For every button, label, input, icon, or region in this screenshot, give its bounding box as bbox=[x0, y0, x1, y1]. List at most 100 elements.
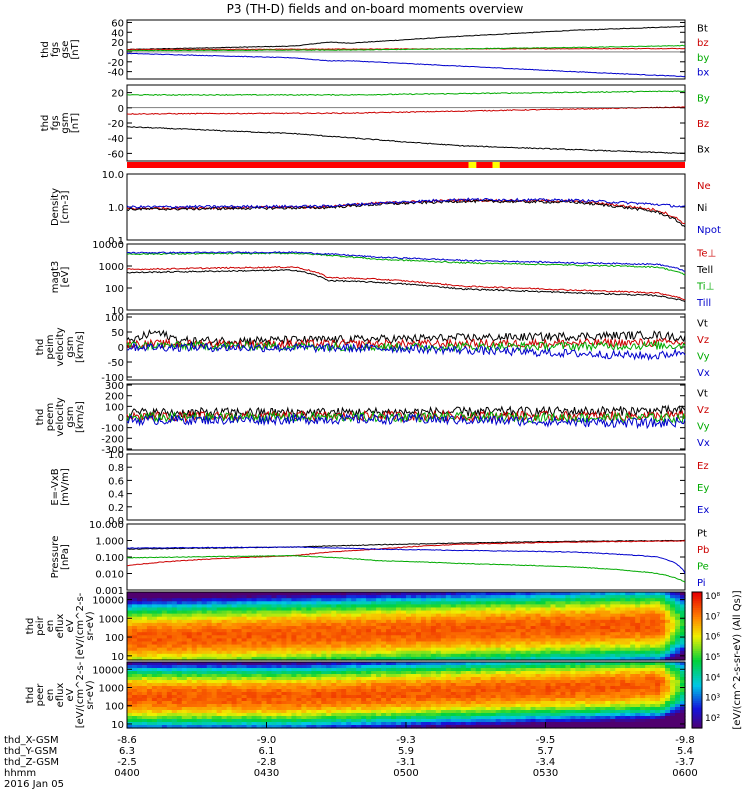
heat-cell bbox=[191, 604, 198, 609]
heat-cell bbox=[475, 647, 482, 652]
heat-cell bbox=[575, 683, 581, 687]
heat-cell bbox=[485, 607, 492, 612]
heat-cell bbox=[311, 707, 317, 711]
heat-cell bbox=[490, 701, 497, 705]
heat-cell bbox=[505, 704, 512, 708]
heat-cell bbox=[351, 713, 357, 717]
heat-cell bbox=[450, 595, 457, 599]
heat-cell bbox=[401, 677, 407, 681]
heat-cell bbox=[276, 622, 283, 627]
heat-cell bbox=[620, 689, 626, 693]
heat-cell bbox=[625, 610, 631, 615]
heat-cell bbox=[161, 716, 168, 720]
heat-cell bbox=[435, 674, 442, 678]
heat-cell bbox=[525, 725, 532, 729]
heat-cell bbox=[465, 650, 472, 655]
heat-cell bbox=[246, 668, 253, 672]
heat-cell bbox=[386, 683, 392, 687]
heat-cell bbox=[530, 653, 537, 658]
heat-cell bbox=[216, 710, 223, 714]
heat-cell bbox=[231, 622, 238, 627]
heat-cell bbox=[296, 650, 302, 655]
heat-cell bbox=[445, 613, 452, 618]
heat-cell bbox=[406, 674, 412, 678]
heat-cell bbox=[445, 604, 452, 609]
heat-cell bbox=[141, 613, 148, 618]
heat-cell bbox=[136, 613, 143, 618]
heat-cell bbox=[635, 704, 641, 708]
heat-cell bbox=[306, 626, 312, 630]
heat-cell bbox=[306, 607, 312, 612]
heat-cell bbox=[371, 626, 377, 630]
heat-cell bbox=[660, 616, 666, 621]
heat-cell bbox=[525, 680, 532, 684]
heat-cell bbox=[336, 686, 342, 690]
heat-cell bbox=[171, 683, 178, 687]
heat-cell bbox=[406, 601, 412, 605]
heat-cell bbox=[420, 689, 427, 693]
heat-cell bbox=[430, 629, 437, 633]
heat-cell bbox=[670, 604, 676, 609]
heat-cell bbox=[316, 635, 322, 639]
heat-cell bbox=[605, 692, 611, 696]
heat-cell bbox=[366, 635, 372, 639]
heat-cell bbox=[196, 592, 203, 596]
heat-cell bbox=[231, 641, 238, 646]
heat-cell bbox=[356, 622, 362, 627]
heat-cell bbox=[670, 656, 676, 661]
heat-cell bbox=[605, 622, 611, 627]
heat-cell bbox=[480, 626, 487, 630]
heat-cell bbox=[201, 710, 208, 714]
heat-cell bbox=[181, 595, 188, 599]
heat-cell bbox=[131, 595, 138, 599]
heat-cell bbox=[630, 644, 636, 649]
heat-cell bbox=[271, 641, 278, 646]
heat-cell bbox=[635, 647, 641, 652]
heat-cell bbox=[575, 695, 581, 699]
heat-cell bbox=[371, 595, 377, 599]
heat-cell bbox=[490, 683, 497, 687]
heat-cell bbox=[246, 650, 253, 655]
heat-cell bbox=[281, 725, 288, 729]
heat-cell bbox=[201, 610, 208, 615]
heat-cell bbox=[171, 707, 178, 711]
heat-cell bbox=[251, 635, 258, 639]
heat-cell bbox=[171, 686, 178, 690]
heat-cell bbox=[216, 668, 223, 672]
heat-cell bbox=[281, 592, 288, 596]
heat-cell bbox=[196, 719, 203, 723]
heat-cell bbox=[261, 604, 268, 609]
heat-cell bbox=[396, 662, 402, 666]
heat-cell bbox=[231, 619, 238, 624]
heat-cell bbox=[445, 665, 452, 669]
heat-cell bbox=[535, 704, 542, 708]
heat-cell bbox=[620, 719, 626, 723]
heat-cell bbox=[545, 613, 552, 618]
heat-cell bbox=[570, 683, 576, 687]
heat-cell bbox=[396, 653, 402, 658]
heat-cell bbox=[515, 686, 522, 690]
heat-cell bbox=[241, 613, 248, 618]
heat-cell bbox=[241, 635, 248, 639]
heat-cell bbox=[410, 677, 417, 681]
heat-cell bbox=[396, 704, 402, 708]
heat-cell bbox=[670, 632, 676, 636]
heat-cell bbox=[530, 629, 537, 633]
heat-cell bbox=[550, 662, 557, 666]
heat-cell bbox=[670, 595, 676, 599]
heat-cell bbox=[585, 668, 591, 672]
heat-cell bbox=[326, 601, 332, 605]
heat-cell bbox=[625, 677, 631, 681]
heat-cell bbox=[146, 598, 153, 602]
heat-cell bbox=[665, 619, 671, 624]
heat-cell bbox=[490, 619, 497, 624]
heat-cell bbox=[515, 595, 522, 599]
heat-cell bbox=[620, 592, 626, 596]
heat-cell bbox=[346, 598, 352, 602]
heat-cell bbox=[196, 665, 203, 669]
heat-cell bbox=[530, 635, 537, 639]
heat-cell bbox=[171, 710, 178, 714]
heat-cell bbox=[440, 638, 447, 643]
heat-cell bbox=[206, 674, 213, 678]
